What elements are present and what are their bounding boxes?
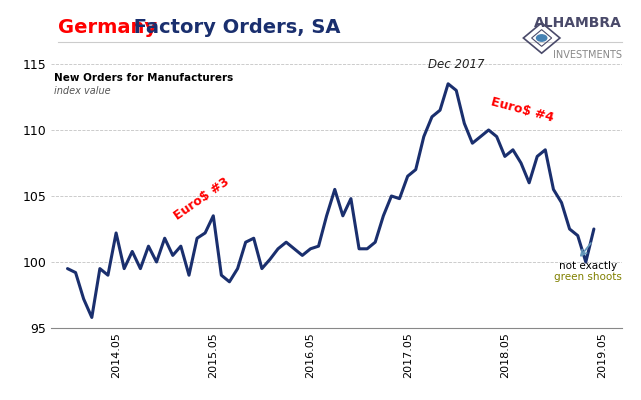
Text: index value: index value: [54, 86, 111, 96]
Text: not exactly: not exactly: [559, 260, 617, 270]
Text: Factory Orders, SA: Factory Orders, SA: [127, 18, 340, 37]
Text: Euro$ #3: Euro$ #3: [172, 175, 232, 222]
Text: INVESTMENTS: INVESTMENTS: [553, 50, 622, 60]
Text: Euro$ #4: Euro$ #4: [490, 96, 555, 125]
Text: New Orders for Manufacturers: New Orders for Manufacturers: [54, 73, 233, 83]
Text: green shoots: green shoots: [554, 272, 622, 282]
Text: Dec 2017: Dec 2017: [428, 58, 485, 70]
Text: ALHAMBRA: ALHAMBRA: [534, 16, 622, 30]
Text: Germany: Germany: [58, 18, 157, 37]
